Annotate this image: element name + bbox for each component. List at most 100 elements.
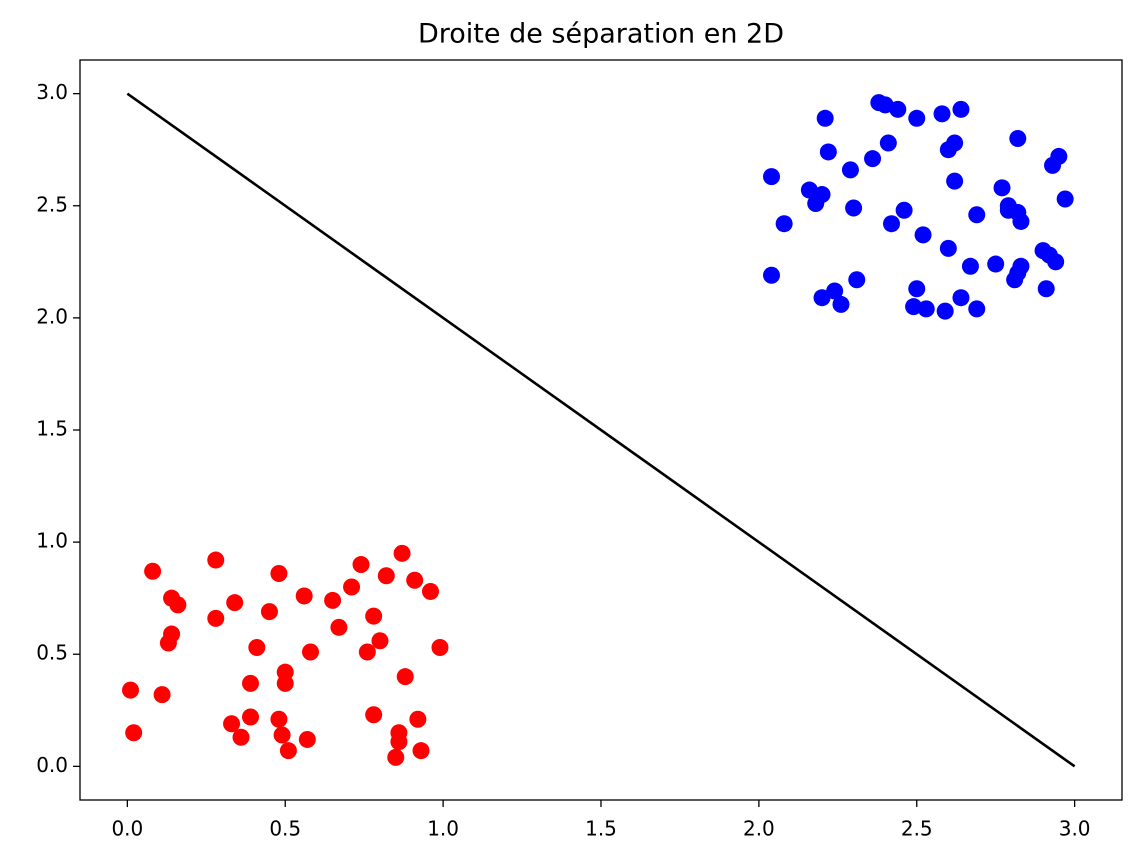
point [242,674,260,692]
point [343,578,361,596]
point [813,289,831,307]
point [1006,271,1024,289]
point [125,724,143,742]
point [933,105,951,123]
point [242,708,260,726]
point [1012,212,1030,230]
point [936,302,954,320]
point [409,710,427,728]
point [914,226,932,244]
point [365,607,383,625]
point [952,289,970,307]
point [848,271,866,289]
y-tick-label: 1.0 [36,529,68,553]
point [1047,253,1065,271]
point [330,618,348,636]
point [987,255,1005,273]
point [412,742,430,760]
point [775,215,793,233]
point [946,172,964,190]
point [159,634,177,652]
point [122,681,140,699]
x-tick-label: 1.5 [585,817,617,841]
point [431,639,449,657]
y-tick-label: 2.5 [36,192,68,216]
point [993,179,1011,197]
x-tick-label: 2.5 [901,817,933,841]
point [845,199,863,217]
point [905,298,923,316]
point [961,257,979,275]
point [952,100,970,118]
plot-area [122,92,1076,768]
point [207,609,225,627]
point [169,596,187,614]
point [377,567,395,585]
point [226,594,244,612]
point [144,562,162,580]
point [816,109,834,127]
point [908,109,926,127]
point [298,730,316,748]
point [153,686,171,704]
point [917,300,935,318]
point [232,728,250,746]
point [763,266,781,284]
point [946,134,964,152]
point [1050,147,1068,165]
line [126,92,1076,768]
point [406,571,424,589]
point [393,544,411,562]
point [276,663,294,681]
point [968,206,986,224]
point [390,733,408,751]
x-tick-label: 0.5 [269,817,301,841]
point [248,639,266,657]
point [813,186,831,204]
y-tick-label: 1.5 [36,417,68,441]
point [864,150,882,168]
y-tick-label: 0.5 [36,641,68,665]
point [371,632,389,650]
x-tick-label: 3.0 [1059,817,1091,841]
point [273,726,291,744]
point [841,161,859,179]
point [302,643,320,661]
point [832,295,850,313]
point [358,643,376,661]
point [387,748,405,766]
point [295,587,313,605]
point [421,582,439,600]
point [819,143,837,161]
point [939,239,957,257]
chart-title: Droite de séparation en 2D [418,19,784,50]
y-tick-label: 3.0 [36,80,68,104]
point [968,300,986,318]
point [396,668,414,686]
point [324,591,342,609]
point [763,168,781,186]
point [908,280,926,298]
point [1009,129,1027,147]
point [1037,280,1055,298]
point [279,742,297,760]
point [879,134,897,152]
point [882,215,900,233]
point [352,556,370,574]
point [223,715,241,733]
point [889,100,907,118]
x-tick-label: 1.0 [427,817,459,841]
point [270,710,288,728]
x-tick-label: 2.0 [743,817,775,841]
y-tick-label: 2.0 [36,304,68,328]
point [207,551,225,569]
point [260,603,278,621]
y-tick-label: 0.0 [36,753,68,777]
x-tick-label: 0.0 [111,817,143,841]
point [826,282,844,300]
point [1056,190,1074,208]
point [270,565,288,583]
point [365,706,383,724]
